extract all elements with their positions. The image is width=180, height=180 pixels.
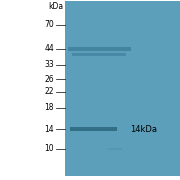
Bar [65,1,180,176]
Text: 14kDa: 14kDa [130,125,157,134]
Text: 14: 14 [44,125,54,134]
Text: 33: 33 [44,60,54,69]
Text: 10: 10 [44,144,54,153]
Bar [68,47,131,51]
Text: 70: 70 [44,20,54,29]
Text: 44: 44 [44,44,54,53]
Text: 26: 26 [44,75,54,84]
Text: kDa: kDa [48,2,63,11]
Text: 18: 18 [44,103,54,112]
Text: 22: 22 [44,87,54,96]
Bar [108,148,122,150]
Bar [70,127,117,131]
Bar [72,53,126,56]
